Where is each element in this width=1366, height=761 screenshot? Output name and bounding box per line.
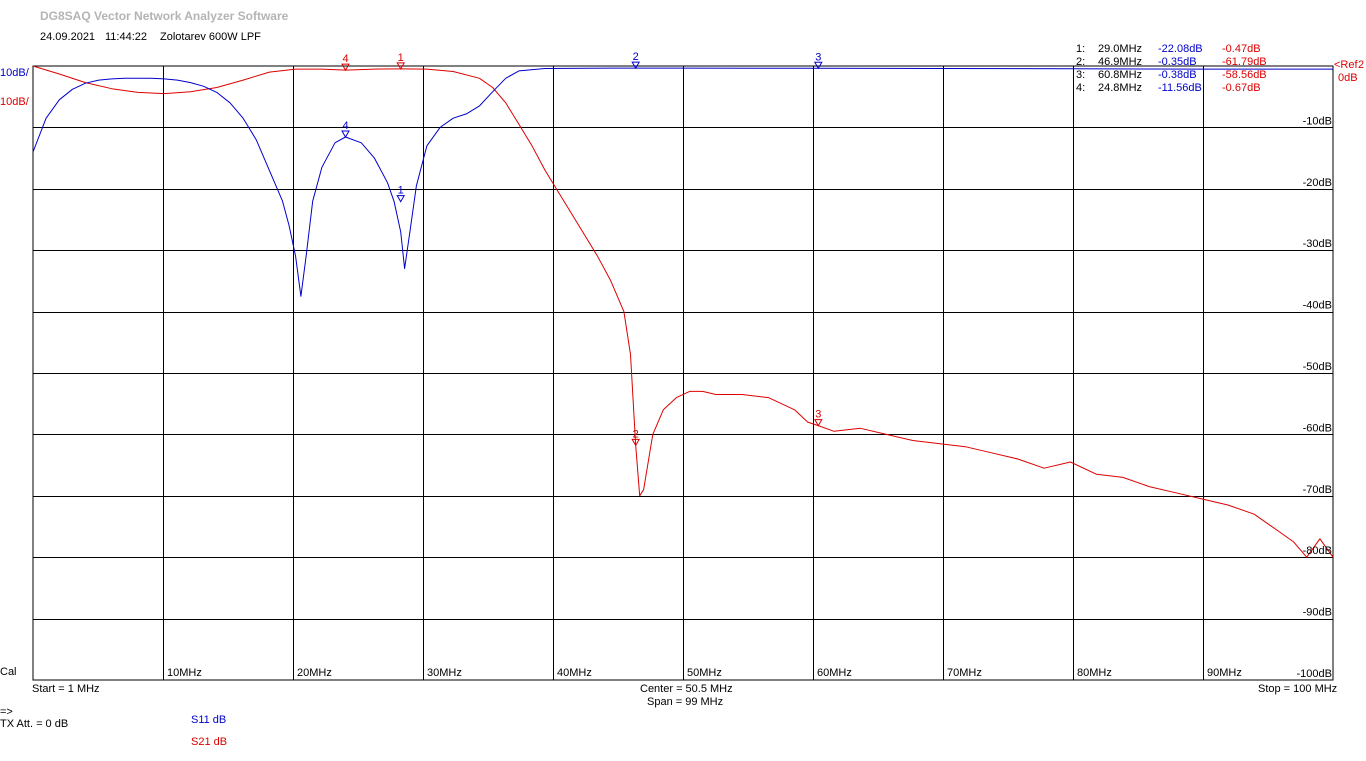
x-tick-label: 80MHz bbox=[1077, 667, 1112, 679]
s11-marker-label: 2 bbox=[633, 51, 639, 63]
x-tick-label: 70MHz bbox=[947, 667, 982, 679]
ref-cut-label: 2 bbox=[1358, 59, 1365, 71]
marker-s11-value: -22.08dB bbox=[1158, 43, 1203, 55]
stop-frequency: Stop = 100 MHz bbox=[1258, 683, 1338, 695]
marker-frequency: 24.8MHz bbox=[1098, 82, 1143, 94]
marker-frequency: 60.8MHz bbox=[1098, 69, 1143, 81]
span-frequency: Span = 99 MHz bbox=[647, 696, 724, 708]
s21-trace-line bbox=[32, 65, 1334, 558]
s21-scale-label: 10dB/ bbox=[0, 96, 29, 108]
s21-marker-label: 3 bbox=[815, 409, 821, 421]
marker-s11-value: -0.35dB bbox=[1158, 56, 1197, 68]
x-tick-label: 30MHz bbox=[427, 667, 462, 679]
y-tick-label: -70dB bbox=[1303, 484, 1332, 496]
s11-marker-4 bbox=[341, 130, 350, 138]
marker-s21-value: -61.79dB bbox=[1222, 56, 1267, 68]
marker-index: 1: bbox=[1076, 43, 1086, 55]
ref-label: <Ref bbox=[1334, 59, 1358, 71]
y-tick-label: -20dB bbox=[1303, 177, 1332, 189]
plot-grid bbox=[32, 65, 1334, 681]
s11-legend[interactable]: S11 dB bbox=[191, 714, 227, 726]
s11-scale-label: 10dB/ bbox=[0, 67, 29, 79]
marker-frequency: 29.0MHz bbox=[1098, 43, 1143, 55]
s11-marker-3 bbox=[813, 61, 823, 70]
marker-index: 4: bbox=[1076, 82, 1086, 94]
arrow-indicator: => bbox=[0, 706, 13, 718]
s11-trace-line bbox=[32, 67, 1333, 297]
s11-marker-label: 1 bbox=[398, 185, 404, 197]
s21-marker-3 bbox=[813, 419, 823, 427]
marker-index: 3: bbox=[1076, 69, 1086, 81]
cal-label: Cal bbox=[0, 666, 17, 678]
center-frequency: Center = 50.5 MHz bbox=[640, 683, 733, 695]
s21-marker-4 bbox=[341, 63, 350, 72]
s21-trace bbox=[32, 65, 1334, 558]
x-tick-label: 90MHz bbox=[1207, 667, 1242, 679]
marker-s11-value: -0.38dB bbox=[1158, 69, 1197, 81]
x-tick-label: 10MHz bbox=[167, 667, 202, 679]
marker-s11-value: -11.56dB bbox=[1158, 82, 1202, 94]
marker-s21-value: -58.56dB bbox=[1222, 69, 1267, 81]
s21-marker-label: 4 bbox=[342, 53, 348, 65]
app-title: DG8SAQ Vector Network Analyzer Software bbox=[40, 9, 289, 23]
s21-marker-label: 1 bbox=[398, 52, 404, 64]
y-tick-label: -40dB bbox=[1303, 300, 1332, 312]
s11-marker-2 bbox=[631, 61, 641, 70]
y-tick-label: -60dB bbox=[1303, 422, 1332, 434]
x-tick-label: 60MHz bbox=[817, 667, 852, 679]
measurement-time: 11:44:22 bbox=[105, 31, 148, 43]
s11-marker-1 bbox=[396, 195, 406, 203]
measurement-date: 24.09.2021 bbox=[40, 31, 96, 43]
y-tick-label: -50dB bbox=[1303, 361, 1332, 373]
s21-marker-1 bbox=[396, 62, 406, 70]
s11-trace bbox=[32, 67, 1333, 297]
marker-s21-value: -0.67dB bbox=[1222, 82, 1261, 94]
device-name: Zolotarev 600W LPF bbox=[160, 31, 261, 43]
x-tick-label: 20MHz bbox=[297, 667, 332, 679]
marker-frequency: 46.9MHz bbox=[1098, 56, 1143, 68]
x-tick-label: 50MHz bbox=[687, 667, 722, 679]
x-tick-label: 40MHz bbox=[557, 667, 592, 679]
ref-value: 0dB bbox=[1338, 72, 1358, 84]
y-tick-label: -80dB bbox=[1303, 545, 1332, 557]
s21-legend[interactable]: S21 dB bbox=[191, 736, 228, 748]
s21-marker-2 bbox=[631, 438, 641, 447]
plot-markers: 1 1 2 2 3 3 4 4 bbox=[341, 51, 823, 447]
s21-marker-label: 2 bbox=[633, 428, 639, 440]
tx-attenuation: TX Att. = 0 dB bbox=[0, 718, 69, 730]
tick-labels: 10MHz 20MHz 30MHz 40MHz 50MHz 60MHz 70MHz 80MHz… bbox=[167, 115, 1332, 680]
s11-marker-label: 4 bbox=[342, 120, 348, 132]
y-tick-label: -30dB bbox=[1303, 238, 1332, 250]
y-tick-label: -100dB bbox=[1297, 668, 1332, 680]
marker-index: 2: bbox=[1076, 56, 1086, 68]
marker-s21-value: -0.47dB bbox=[1222, 43, 1261, 55]
y-tick-label: -90dB bbox=[1303, 607, 1332, 619]
s11-marker-label: 3 bbox=[815, 51, 821, 63]
y-tick-label: -10dB bbox=[1303, 115, 1332, 127]
start-frequency: Start = 1 MHz bbox=[32, 683, 100, 695]
